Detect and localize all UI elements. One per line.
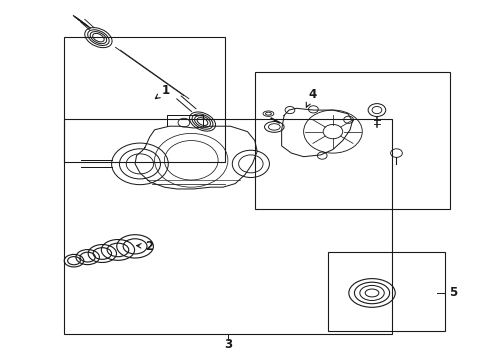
Text: 5: 5 — [449, 287, 458, 300]
Text: 4: 4 — [306, 87, 317, 107]
Text: 2: 2 — [137, 240, 153, 253]
Text: 1: 1 — [155, 84, 170, 99]
Bar — [255, 72, 450, 209]
Bar — [64, 37, 225, 162]
Text: 3: 3 — [224, 338, 232, 351]
Bar — [328, 252, 445, 330]
Bar — [64, 119, 392, 334]
